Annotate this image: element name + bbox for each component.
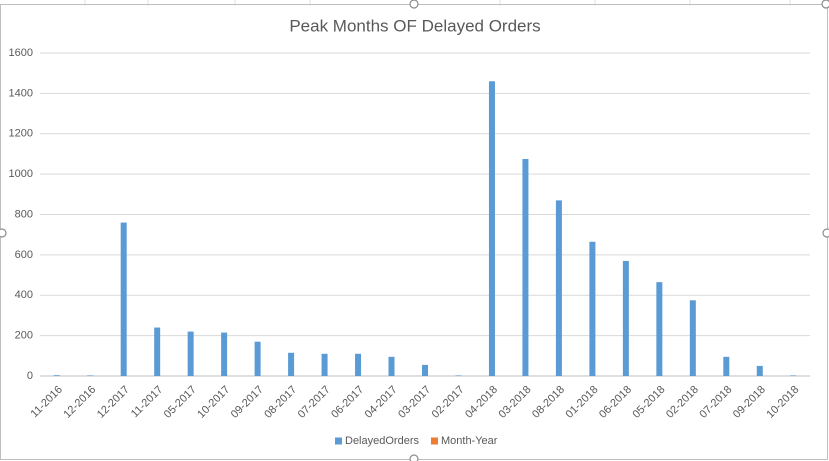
y-tick-label: 1200	[9, 128, 33, 140]
legend-swatch	[430, 437, 438, 445]
y-tick-label: 0	[27, 370, 33, 382]
bar	[455, 375, 462, 376]
bar	[488, 81, 495, 376]
bar	[422, 364, 428, 376]
bar	[154, 327, 161, 376]
bar	[355, 353, 362, 376]
bar	[120, 222, 127, 376]
y-tick-label: 200	[15, 330, 33, 342]
bar	[522, 158, 529, 376]
y-tick-label: 400	[15, 289, 33, 301]
bar	[87, 375, 94, 376]
y-tick-label: 800	[15, 208, 33, 220]
y-tick-label: 1400	[9, 87, 33, 99]
y-tick-label: 600	[15, 249, 33, 261]
bar	[555, 200, 562, 376]
bar	[53, 375, 60, 376]
bar	[723, 356, 730, 376]
bar	[187, 331, 194, 376]
y-tick-label: 1000	[9, 168, 33, 180]
bar	[221, 332, 228, 376]
bar	[388, 356, 395, 376]
bar	[656, 282, 663, 376]
bar	[790, 375, 797, 376]
bar	[756, 365, 763, 376]
bar	[254, 341, 261, 376]
legend-label: DelayedOrders	[345, 435, 419, 447]
legend-swatch	[335, 437, 342, 445]
legend-label: Month-Year	[441, 435, 498, 447]
bar	[689, 300, 696, 376]
bar	[321, 353, 328, 376]
y-tick-label: 1600	[9, 47, 33, 59]
bar	[288, 352, 295, 376]
chart-title: Peak Months OF Delayed Orders	[289, 16, 540, 35]
bar	[622, 260, 629, 376]
bar	[589, 241, 596, 376]
